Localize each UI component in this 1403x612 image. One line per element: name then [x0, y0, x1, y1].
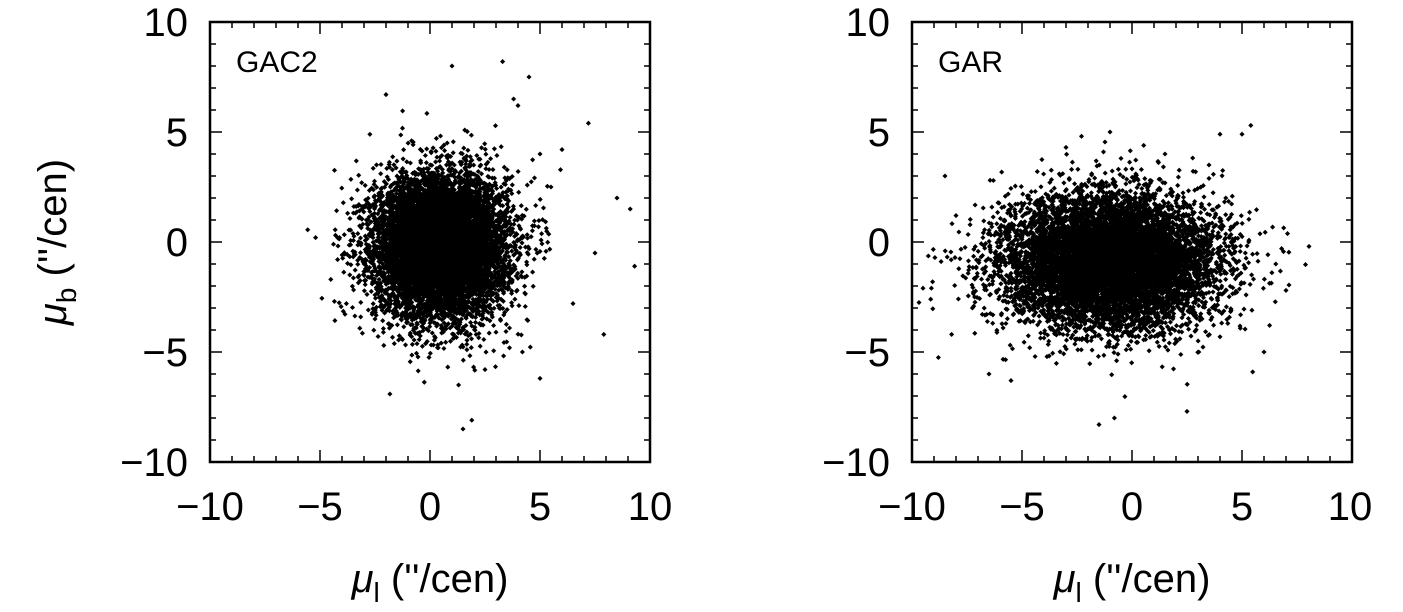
gac2-point — [433, 159, 439, 165]
gac2-point — [386, 325, 392, 331]
gac2-point — [522, 283, 528, 289]
gac2-point — [328, 276, 334, 282]
gac2-point — [355, 242, 361, 248]
gac2-point — [530, 283, 536, 289]
gac2-point — [358, 314, 364, 320]
gac2-point — [482, 141, 488, 147]
gac2-point — [492, 364, 499, 370]
gac2-point — [359, 330, 365, 336]
gac2-point — [409, 341, 415, 347]
gac2-point — [391, 341, 397, 347]
gac2-point — [486, 330, 492, 336]
gac2-point — [519, 269, 525, 275]
gac2-point — [481, 336, 487, 343]
gac2-point — [355, 261, 361, 267]
gac2-point — [472, 319, 479, 325]
gac2-point — [340, 200, 346, 206]
gac2-point — [352, 267, 358, 273]
gac2-point — [498, 144, 504, 150]
gac2-point — [358, 299, 364, 305]
gac2-point — [538, 237, 544, 243]
gac2-point — [511, 221, 517, 227]
gac2-point — [433, 135, 439, 141]
gac2-point — [438, 340, 444, 346]
gac2-point — [354, 187, 360, 193]
gac2-point — [371, 327, 377, 333]
gac2-point — [387, 391, 393, 397]
gac2-point — [401, 147, 407, 153]
gac2-point — [467, 353, 473, 359]
gac2-point — [557, 167, 564, 173]
gac2-point — [437, 158, 443, 164]
gac2-point — [469, 157, 475, 163]
gac2-point — [347, 272, 353, 278]
gac2-point — [355, 231, 361, 237]
gac2-point — [519, 240, 525, 246]
gac2-point — [339, 185, 345, 191]
gac2-point — [491, 348, 497, 354]
gac2-point — [535, 224, 542, 230]
gac2-point — [332, 227, 338, 233]
gac2-point — [357, 325, 363, 331]
gac2-point — [421, 379, 427, 385]
gac2-point — [352, 313, 358, 319]
gac2-point — [332, 318, 338, 324]
gac2-point — [483, 349, 489, 355]
gac2-point — [364, 291, 370, 297]
gac2-point — [401, 324, 407, 330]
gac2-point — [378, 161, 384, 168]
scatter-panel-gac2: −10 −5 0 5 10 10 5 0 −5 −10 GAC2 μl (''/… — [31, 1, 672, 608]
gac2-point — [357, 250, 364, 256]
gac2-point — [400, 156, 406, 162]
gac2-point — [305, 227, 311, 233]
gac2-point — [530, 269, 536, 275]
gac2-point — [380, 326, 386, 332]
gac2-point — [370, 301, 376, 307]
gac2-point — [450, 150, 456, 156]
gac2-point — [443, 339, 449, 345]
gac2-point — [341, 232, 347, 238]
gac2-point — [441, 345, 447, 352]
gac2-point — [468, 345, 474, 351]
gac2-point — [426, 354, 432, 360]
gac2-point — [394, 322, 400, 328]
gac2-point — [349, 304, 356, 311]
gac2-point — [488, 156, 494, 162]
gac2-point — [506, 345, 513, 351]
gac2-point — [460, 357, 466, 363]
gac2-point — [380, 318, 386, 324]
gac2-point — [537, 196, 543, 202]
gac2-point — [361, 288, 367, 294]
gac2-point — [434, 154, 440, 160]
gac2-point — [461, 145, 467, 151]
gac2-point — [373, 162, 380, 168]
gac2-point — [331, 167, 338, 173]
gac2-point — [347, 215, 353, 222]
gac2-point — [445, 364, 451, 370]
gac2-points — [305, 59, 638, 432]
gac2-point — [464, 341, 470, 347]
gac2-point — [356, 172, 362, 178]
gac2-point — [374, 273, 380, 279]
gac2-point — [319, 295, 325, 301]
gac2-point — [494, 152, 500, 159]
gac2-point — [518, 203, 524, 209]
gac2-point — [378, 171, 384, 177]
gac2-point — [416, 337, 422, 343]
gac2-point — [471, 162, 477, 168]
gac2-point — [355, 274, 361, 280]
gac2-point — [335, 243, 341, 249]
gac2-point — [468, 336, 475, 342]
gac2-point — [533, 202, 539, 209]
gac2-point — [539, 231, 545, 237]
gac2-point — [450, 139, 456, 145]
gac2-point — [492, 123, 499, 129]
gac2-point — [341, 269, 347, 275]
gac2-point — [510, 203, 516, 209]
